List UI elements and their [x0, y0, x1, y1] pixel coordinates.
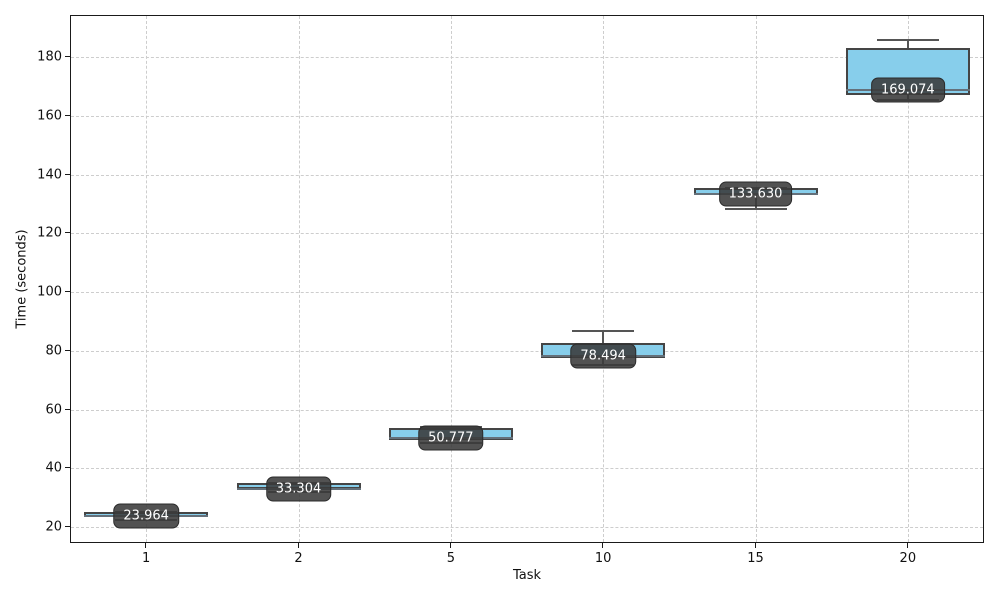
x-gridline [146, 16, 148, 542]
y-tick-mark [65, 408, 70, 410]
median-label: 23.964 [113, 503, 179, 529]
x-tick-mark [449, 543, 451, 548]
y-gridline [71, 174, 983, 176]
x-tick-label: 10 [594, 551, 612, 566]
y-tick-label: 40 [45, 460, 62, 476]
y-gridline [71, 233, 983, 235]
x-tick-label: 2 [294, 551, 303, 566]
y-tick-label: 80 [45, 343, 62, 359]
y-tick-mark [65, 349, 70, 351]
x-tick-label: 1 [142, 551, 151, 566]
min-cap [724, 208, 787, 211]
x-gridline [298, 16, 300, 542]
y-gridline [71, 57, 983, 59]
x-tick-mark [602, 543, 604, 548]
median-label: 33.304 [265, 476, 332, 502]
y-tick-label: 20 [45, 519, 62, 535]
y-tick-label: 160 [37, 108, 62, 124]
x-tick-mark [297, 543, 299, 548]
y-tick-label: 60 [45, 402, 62, 418]
y-tick-mark [65, 526, 70, 528]
y-gridline [71, 468, 983, 470]
y-tick-label: 120 [37, 225, 62, 241]
median-label: 50.777 [418, 425, 484, 451]
max-cap [572, 330, 635, 333]
y-tick-label: 100 [37, 284, 62, 300]
x-tick-label: 15 [747, 551, 764, 566]
x-tick-label: 20 [899, 551, 917, 566]
y-tick-label: 140 [37, 167, 62, 183]
y-tick-mark [65, 467, 70, 469]
max-cap [876, 39, 939, 42]
x-gridline [450, 16, 452, 542]
x-axis-label: Task [512, 568, 542, 583]
y-tick-label: 180 [37, 49, 62, 65]
y-tick-mark [65, 114, 70, 116]
y-tick-mark [65, 56, 70, 58]
x-tick-label: 5 [446, 551, 455, 566]
y-axis-label: Time (seconds) [14, 229, 30, 329]
y-tick-mark [65, 173, 70, 175]
upper-whisker [906, 39, 909, 49]
median-label: 169.074 [870, 77, 945, 103]
x-gridline [755, 16, 757, 542]
y-tick-mark [65, 232, 70, 234]
y-gridline [71, 527, 983, 529]
median-label: 78.494 [570, 343, 636, 369]
y-tick-mark [65, 291, 70, 293]
y-gridline [71, 292, 983, 294]
x-tick-mark [754, 543, 756, 548]
x-gridline [603, 16, 605, 542]
x-gridline [907, 16, 909, 542]
upper-whisker [602, 330, 605, 344]
y-gridline [71, 350, 983, 352]
y-gridline [71, 115, 983, 117]
x-tick-mark [906, 543, 908, 548]
x-tick-mark [145, 543, 147, 548]
median-label: 133.630 [718, 181, 793, 207]
plot-area: 23.964 33.304 50.777 78.494 133.630 169.074 [70, 15, 984, 543]
y-gridline [71, 409, 983, 411]
